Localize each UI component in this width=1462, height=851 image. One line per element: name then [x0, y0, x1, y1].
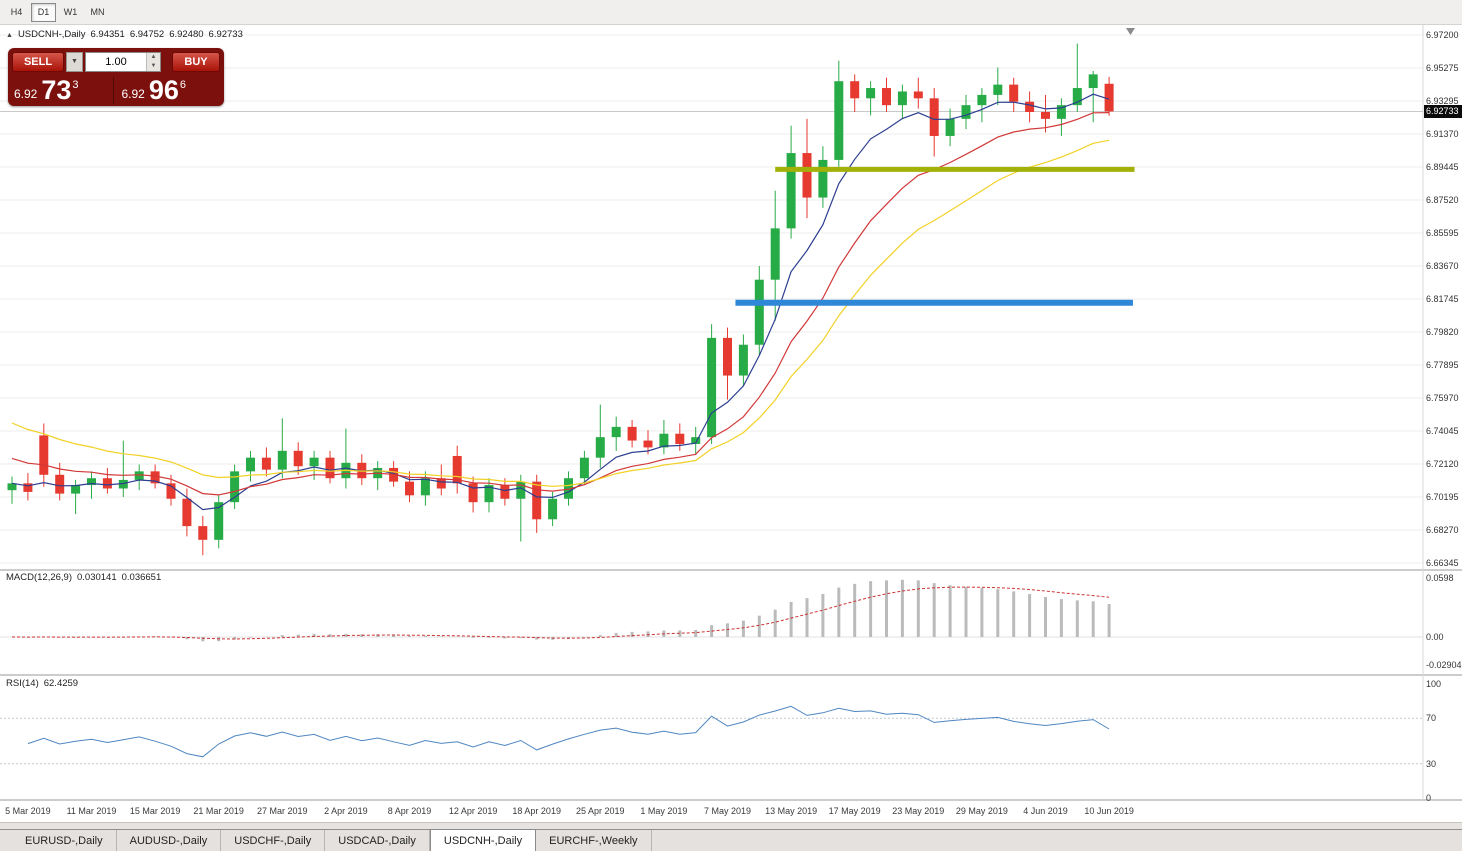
rsi-axis-label: 30	[1426, 758, 1437, 769]
buy-button[interactable]: BUY	[172, 51, 220, 72]
price-tick-label: 6.79820	[1426, 327, 1459, 337]
tab-usdcnh-daily[interactable]: USDCNH-,Daily	[429, 829, 537, 851]
macd-layer	[0, 579, 1423, 642]
candles-layer	[7, 43, 1114, 556]
ohlc-high: 6.94752	[129, 29, 165, 40]
rsi-indicator-label: RSI(14) 62.4259	[6, 678, 83, 689]
date-label: 21 Mar 2019	[193, 806, 244, 816]
macd-name: MACD(12,26,9)	[6, 572, 72, 583]
macd-axis-max: 0.0598	[1426, 573, 1454, 583]
price-tick-label: 6.75970	[1426, 393, 1459, 403]
rsi-value: 62.4259	[43, 678, 79, 689]
date-label: 13 May 2019	[765, 806, 818, 816]
tab-audusd-daily[interactable]: AUDUSD-,Daily	[117, 830, 222, 851]
price-tick-label: 6.68270	[1426, 525, 1459, 535]
rsi-axis-label: 0	[1426, 793, 1432, 803]
chart-area: ▲ USDCNH-,Daily 6.94351 6.94752 6.92480 6.927…	[0, 25, 1462, 822]
price-tick-label: 6.91370	[1426, 129, 1459, 139]
sell-price-point: 3	[72, 79, 79, 91]
volume-decrease-button[interactable]: ▼	[147, 61, 160, 71]
symbol-up-arrow-icon: ▲	[6, 32, 13, 39]
macd-value: 0.030141	[77, 572, 117, 583]
price-tick-label: 6.70195	[1426, 492, 1459, 502]
date-label: 15 Mar 2019	[129, 806, 181, 816]
chart-symbol-period: USDCNH-,Daily	[17, 29, 86, 40]
volume-input[interactable]	[86, 52, 146, 71]
ohlc-close: 6.92733	[208, 29, 243, 40]
macd-axis-zero: 0.00	[1426, 632, 1444, 642]
date-label: 7 May 2019	[703, 806, 752, 816]
chart-canvas	[0, 25, 1462, 801]
price-tick-label: 6.81745	[1426, 294, 1459, 304]
chart-ohlc-header: ▲ USDCNH-,Daily 6.94351 6.94752 6.92480 6.927…	[6, 29, 248, 40]
timeframe-button-d1[interactable]: D1	[31, 2, 56, 22]
date-label: 10 Jun 2019	[1084, 806, 1134, 816]
buy-price-pips: 96	[148, 75, 179, 105]
sell-button[interactable]: SELL	[12, 51, 64, 72]
timeframe-button-h4[interactable]: H4	[4, 3, 29, 22]
date-label: 12 Apr 2019	[448, 806, 498, 816]
price-tick-label: 6.72120	[1426, 459, 1459, 469]
macd-axis-min: -0.02904	[1426, 660, 1462, 670]
price-tick-label: 6.74045	[1426, 426, 1459, 436]
one-click-trading-panel: SELL ▼ ▲ ▼ BUY 6.92 73 3 6.9	[8, 48, 224, 106]
date-label: 8 Apr 2019	[387, 806, 432, 816]
buy-price-display[interactable]: 6.92 96 6	[112, 75, 221, 105]
rsi-axis-label: 70	[1426, 713, 1437, 724]
price-tick-label: 6.66345	[1426, 558, 1459, 568]
tab-usdcad-daily[interactable]: USDCAD-,Daily	[325, 830, 430, 851]
sell-price-display[interactable]: 6.92 73 3	[12, 77, 113, 104]
date-label: 29 May 2019	[955, 806, 1008, 816]
date-label: 23 May 2019	[892, 806, 945, 816]
date-label: 1 May 2019	[640, 806, 688, 816]
volume-field-wrap: ▲ ▼	[85, 51, 161, 72]
timeframe-button-mn[interactable]: MN	[85, 3, 110, 22]
price-tick-label: 6.77895	[1426, 360, 1459, 370]
tab-eurchf-weekly[interactable]: EURCHF-,Weekly	[536, 830, 652, 851]
date-label: 25 Apr 2019	[576, 806, 625, 816]
buy-price-point: 6	[179, 79, 187, 91]
current-price-label: 6.92733	[1424, 105, 1462, 119]
rsi-axis-label: 100	[1426, 679, 1442, 689]
chart-tabs-bar: EURUSD-,Daily AUDUSD-,Daily USDCHF-,Dail…	[0, 829, 1462, 851]
price-tick-label: 6.87520	[1426, 195, 1459, 205]
date-label: 17 May 2019	[828, 806, 881, 816]
macd-indicator-label: MACD(12,26,9) 0.030141 0.036651	[6, 572, 166, 583]
timeframe-toolbar: H4 D1 W1 MN	[0, 0, 1462, 25]
price-tick-label: 6.85595	[1426, 228, 1459, 238]
date-label: 2 Apr 2019	[324, 806, 368, 816]
price-tick-label: 6.97200	[1426, 30, 1459, 40]
macd-signal-value: 0.036651	[121, 572, 162, 583]
sell-price-base: 6.92	[14, 87, 38, 101]
horizontal-scroll-strip[interactable]	[0, 822, 1462, 829]
tab-eurusd-daily[interactable]: EURUSD-,Daily	[12, 830, 117, 851]
volume-dropdown[interactable]: ▼	[66, 51, 83, 72]
volume-spinner: ▲ ▼	[146, 52, 160, 71]
volume-increase-button[interactable]: ▲	[147, 52, 160, 62]
price-tick-label: 6.93295	[1426, 96, 1459, 106]
price-tick-label: 6.95275	[1426, 63, 1459, 73]
date-label: 5 Mar 2019	[5, 806, 51, 816]
tab-usdchf-daily[interactable]: USDCHF-,Daily	[221, 830, 326, 851]
rsi-layer	[0, 705, 1423, 765]
date-label: 18 Apr 2019	[512, 806, 561, 816]
ohlc-low: 6.92480	[169, 29, 204, 40]
timeframe-button-w1[interactable]: W1	[58, 3, 83, 22]
rsi-name: RSI(14)	[6, 678, 39, 689]
price-tick-label: 6.83670	[1426, 261, 1459, 271]
date-label: 27 Mar 2019	[257, 806, 308, 816]
price-axis: 6.97200 6.95275 6.93295 6.91370 6.89445 6.875…	[1424, 25, 1462, 803]
buy-price-base: 6.92	[121, 87, 145, 101]
sell-price-pips: 73	[41, 75, 72, 105]
chevron-down-icon: ▼	[71, 58, 78, 65]
date-axis: 5 Mar 2019 11 Mar 2019 15 Mar 2019 21 Mar 2…	[0, 800, 1423, 822]
ohlc-open: 6.94351	[90, 29, 125, 40]
date-label: 4 Jun 2019	[1023, 806, 1068, 816]
price-tick-label: 6.89445	[1426, 162, 1459, 172]
date-label: 11 Mar 2019	[66, 806, 117, 816]
chart-grid-layer	[0, 25, 1462, 801]
moving-averages-layer	[11, 93, 1110, 511]
